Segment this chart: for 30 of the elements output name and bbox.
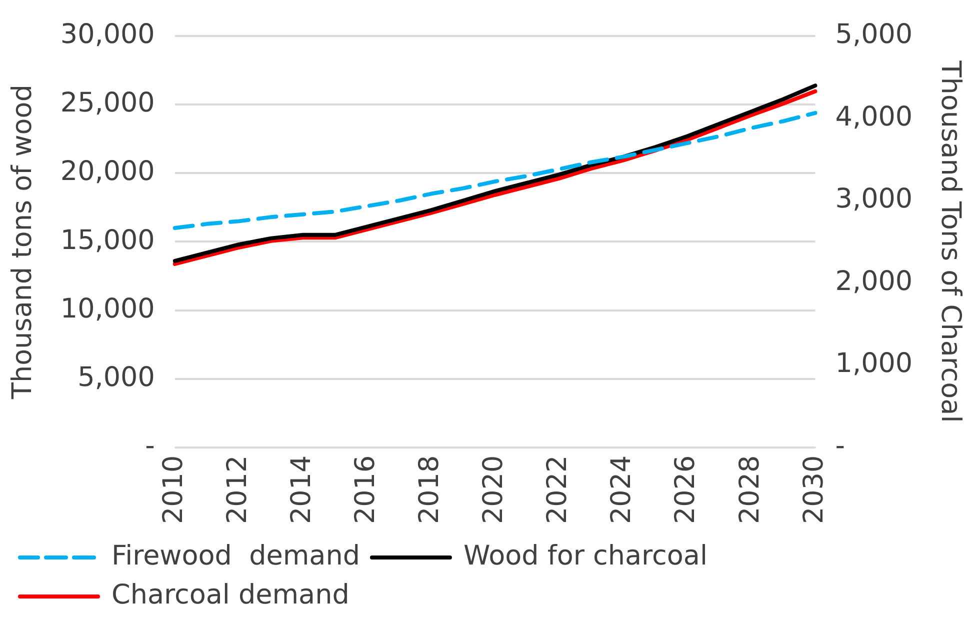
x-tick-label: 2022: [542, 455, 574, 524]
x-tick-label: 2012: [222, 455, 253, 524]
y2-axis-title: Thousand Tons of Charcoal: [934, 60, 966, 423]
y-axis-title: Thousand tons of wood: [7, 84, 38, 400]
y-tick-label: 20,000: [60, 156, 155, 188]
x-tick-label: 2014: [286, 455, 317, 524]
y-tick-label: -: [145, 430, 155, 462]
line-series: [172, 110, 818, 230]
x-tick-label: 2028: [734, 455, 766, 524]
y2-tick-label: -: [835, 430, 846, 462]
x-tick-label: 2010: [158, 455, 189, 524]
x-tick-label: 2016: [350, 455, 382, 524]
x-tick-label: 2024: [606, 455, 638, 524]
y2-tick-label: 4,000: [835, 101, 913, 132]
legend-label: Wood for charcoal: [463, 540, 708, 572]
x-tick-label: 2026: [670, 455, 702, 524]
y-tick-label: 10,000: [60, 293, 155, 324]
x-tick-label: 2020: [478, 455, 510, 524]
y-tick-label: 25,000: [60, 88, 155, 119]
y2-tick-label: 2,000: [835, 266, 913, 297]
y2-tick-label: 3,000: [835, 184, 913, 215]
legend-label: Charcoal demand: [112, 580, 350, 611]
x-tick-label: 2018: [414, 455, 446, 524]
y2-tick-label: 1,000: [835, 348, 913, 380]
y-tick-label: 15,000: [60, 224, 155, 256]
legend-label: Firewood demand: [112, 540, 360, 572]
y-tick-label: 30,000: [60, 19, 155, 50]
x-tick-label: 2030: [798, 455, 830, 524]
y2-tick-label: 5,000: [835, 19, 913, 50]
y-tick-label: 5,000: [78, 362, 155, 393]
